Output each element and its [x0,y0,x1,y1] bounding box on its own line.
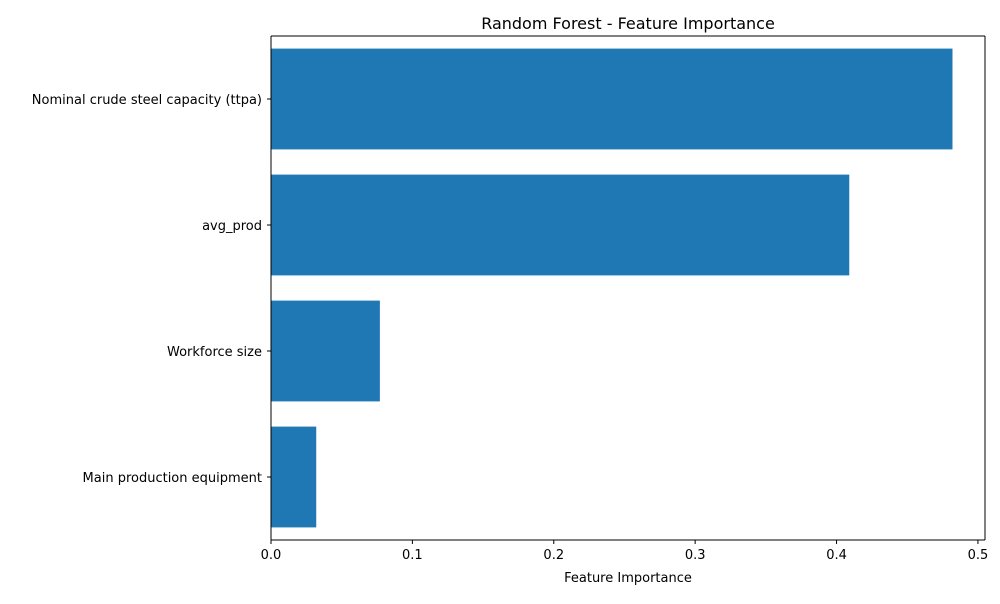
bar-0 [271,48,953,150]
x-tick-label-4: 0.4 [826,548,847,563]
y-tick-label-0: Nominal crude steel capacity (ttpa) [32,93,262,108]
chart-title: Random Forest - Feature Importance [481,14,775,33]
axes-layer [270,35,986,541]
x-tick-label-5: 0.5 [968,548,989,563]
x-tick-label-3: 0.3 [685,548,706,563]
x-tick-label-0: 0.0 [261,548,282,563]
x-tick-label-1: 0.1 [402,548,423,563]
ticks-layer: Nominal crude steel capacity (ttpa) avg_p… [32,93,988,563]
bar-1 [271,174,850,276]
y-tick-label-2: Workforce size [167,345,262,360]
x-axis-label: Feature Importance [564,571,692,586]
y-tick-label-1: avg_prod [202,219,262,234]
x-tick-label-2: 0.2 [543,548,564,563]
bar-2 [271,300,380,402]
bar-3 [271,426,317,528]
bars-layer [271,48,953,528]
y-tick-label-3: Main production equipment [83,471,262,486]
